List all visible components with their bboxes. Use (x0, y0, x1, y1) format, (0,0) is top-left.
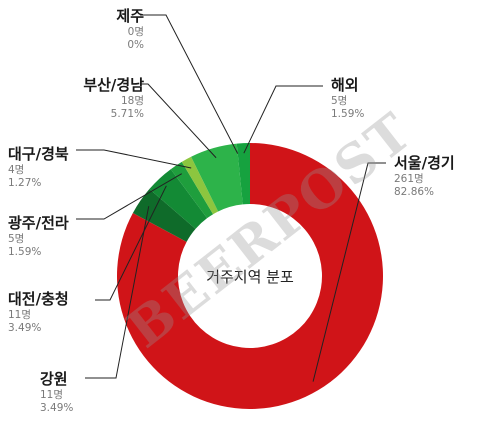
leader-line-gangwon (85, 206, 150, 379)
label-daegu-gyeongbuk-percent: 1.27% (8, 176, 42, 189)
label-seoul-gyeonggi-count: 261명 (394, 172, 424, 185)
label-busan-gyeongnam-percent: 5.71% (110, 107, 144, 120)
label-daegu-gyeongbuk: 대구/경북 4명 1.27% (8, 145, 69, 190)
label-gangwon-count: 11명 (40, 388, 64, 401)
label-gwangju-jeolla-name: 광주/전라 (8, 214, 69, 232)
label-busan-gyeongnam-count: 18명 (120, 94, 144, 107)
label-seoul-gyeonggi: 서울/경기 261명 82.86% (394, 154, 455, 199)
label-daegu-gyeongbuk-name: 대구/경북 (8, 145, 69, 163)
slice-daegu-gyeongbuk (181, 156, 219, 215)
label-gangwon-percent: 3.49% (40, 401, 74, 414)
label-jeju-count: 0명 (127, 25, 144, 38)
leader-line-daejeon-chungcheong (95, 185, 167, 301)
label-overseas-name: 해외 (331, 76, 359, 94)
leader-line-daegu-gyeongbuk (76, 149, 192, 169)
label-overseas-count: 5명 (331, 94, 348, 107)
label-jeju-name: 제주 (116, 7, 144, 25)
label-overseas: 해외 5명 1.59% (331, 76, 364, 121)
label-gwangju-jeolla-count: 5명 (8, 232, 25, 245)
label-daejeon-chungcheong-count: 11명 (8, 308, 32, 321)
leader-line-busan-gyeongnam (140, 83, 217, 159)
label-daegu-gyeongbuk-count: 4명 (8, 163, 25, 176)
label-busan-gyeongnam: 부산/경남 18명 5.71% (56, 76, 144, 121)
slice-seoul-gyeonggi (116, 143, 383, 410)
slice-overseas (236, 143, 250, 205)
label-gangwon-name: 강원 (40, 370, 68, 388)
label-daejeon-chungcheong-name: 대전/충청 (8, 290, 69, 308)
label-daejeon-chungcheong-percent: 3.49% (8, 321, 42, 334)
label-daejeon-chungcheong: 대전/충청 11명 3.49% (8, 290, 69, 335)
label-gwangju-jeolla-percent: 1.59% (8, 245, 42, 258)
leader-line-gwangju-jeolla (76, 173, 182, 220)
label-overseas-percent: 1.59% (331, 107, 365, 120)
label-jeju-percent: 0% (127, 38, 144, 51)
leader-line-seoul-gyeonggi (312, 162, 386, 382)
label-busan-gyeongnam-name: 부산/경남 (83, 76, 144, 94)
label-gwangju-jeolla: 광주/전라 5명 1.59% (8, 214, 69, 259)
center-title: 거주지역 분포 (206, 268, 294, 286)
label-seoul-gyeonggi-percent: 82.86% (394, 185, 435, 198)
leader-line-overseas (243, 85, 323, 154)
label-seoul-gyeonggi-name: 서울/경기 (394, 154, 455, 172)
leader-line-jeju (140, 14, 239, 154)
slice-gangwon (132, 188, 196, 242)
label-jeju: 제주 0명 0% (92, 7, 144, 52)
slice-gwangju-jeolla (170, 161, 214, 219)
slice-busan-gyeongnam (191, 143, 243, 212)
label-gangwon: 강원 11명 3.49% (40, 370, 73, 415)
